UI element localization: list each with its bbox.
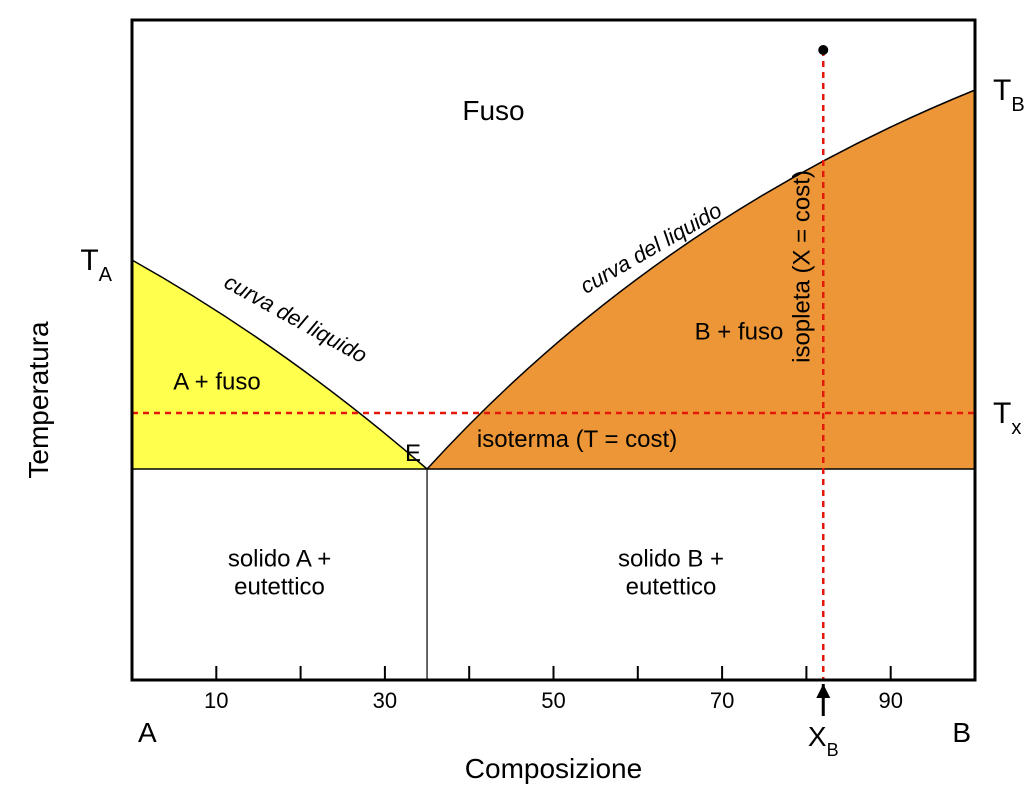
label-solido-a: solido A +eutettico	[228, 546, 331, 601]
label-solido-b: solido B +eutettico	[618, 546, 724, 601]
x-label-a: A	[138, 717, 157, 748]
label-a-fuso: A + fuso	[173, 369, 260, 396]
x-tick-label: 30	[373, 688, 397, 713]
label-isopleta: isopleta (X = cost)	[788, 170, 815, 363]
x-label-b: B	[952, 717, 971, 748]
x-tick-label: 50	[541, 688, 565, 713]
label-isoterma: isoterma (T = cost)	[477, 426, 677, 453]
label-b-fuso: B + fuso	[695, 319, 784, 346]
x-tick-label: 70	[710, 688, 734, 713]
x-tick-label: 90	[878, 688, 902, 713]
label-fuso: Fuso	[462, 95, 524, 126]
x-axis-title: Composizione	[465, 753, 642, 784]
isopleth-point	[818, 45, 828, 55]
y-axis-title: Temperatura	[23, 321, 54, 479]
label-eutectic: E	[405, 440, 421, 467]
x-tick-label: 10	[204, 688, 228, 713]
